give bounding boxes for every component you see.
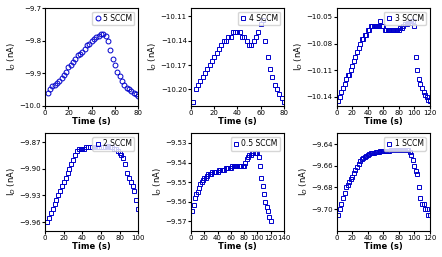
X-axis label: Time (s): Time (s) [72,117,111,126]
X-axis label: Time (s): Time (s) [218,242,257,251]
Legend: 3 SCCM: 3 SCCM [384,12,426,25]
Y-axis label: I$_D$ (nA): I$_D$ (nA) [293,42,305,71]
Legend: 4 SCCM: 4 SCCM [238,12,280,25]
Y-axis label: I$_D$ (nA): I$_D$ (nA) [297,168,310,196]
Legend: 1 SCCM: 1 SCCM [384,137,426,151]
Legend: 2 SCCM: 2 SCCM [92,137,134,151]
Y-axis label: I$_D$ (nA): I$_D$ (nA) [6,168,18,196]
Legend: 0.5 SCCM: 0.5 SCCM [231,137,280,151]
Legend: 5 SCCM: 5 SCCM [92,12,134,25]
Y-axis label: I$_D$ (nA): I$_D$ (nA) [152,168,164,196]
X-axis label: Time (s): Time (s) [72,242,111,251]
X-axis label: Time (s): Time (s) [364,117,403,126]
Y-axis label: I$_D$ (nA): I$_D$ (nA) [6,42,18,71]
Y-axis label: I$_D$ (nA): I$_D$ (nA) [147,42,160,71]
X-axis label: Time (s): Time (s) [218,117,257,126]
X-axis label: Time (s): Time (s) [364,242,403,251]
